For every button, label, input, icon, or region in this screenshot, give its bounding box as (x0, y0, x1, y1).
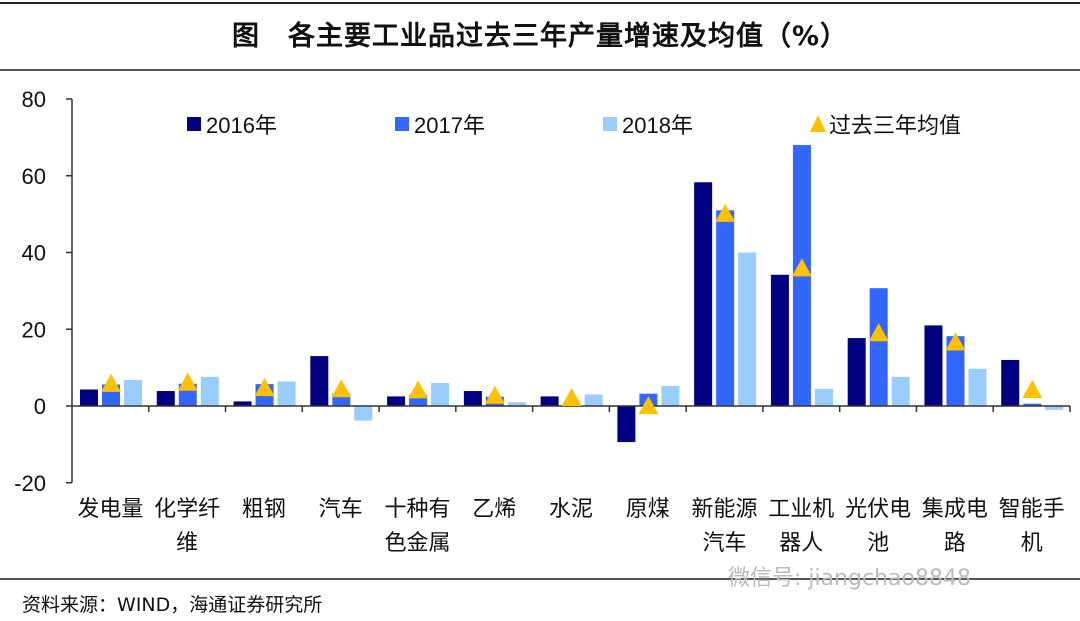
watermark: 微信号: jiangchao8848 (728, 566, 971, 591)
legend-label: 2016年 (206, 113, 277, 138)
bar-2016年 (463, 391, 482, 406)
legend-swatch (187, 117, 201, 131)
x-category-label: 乙烯 (472, 496, 516, 521)
y-tick-label: -20 (14, 471, 46, 496)
source-note: 资料来源：WIND，海通证券研究所 (22, 594, 323, 616)
bar-2016年 (770, 274, 789, 406)
bar-2018年 (1045, 406, 1064, 410)
mean-marker (101, 373, 121, 392)
x-category-label: 原煤 (626, 496, 670, 521)
x-category-label: 化学纤维 (154, 496, 220, 555)
title-rule (0, 69, 1080, 71)
y-tick-label: 0 (34, 394, 46, 419)
y-tick-label: 80 (22, 87, 46, 112)
bar-2016年 (80, 389, 98, 406)
x-category-label: 光伏电池 (845, 496, 911, 555)
mean-marker (484, 385, 505, 404)
legend-label: 2018年 (622, 113, 693, 138)
bar-2018年 (507, 402, 526, 406)
chart-title: 图 各主要工业品过去三年产量增速及均值（%） (231, 21, 849, 52)
bar-2017年 (869, 288, 888, 406)
mean-marker (868, 323, 889, 342)
bar-2018年 (354, 406, 373, 421)
mean-marker (254, 378, 275, 397)
bar-2018年 (814, 388, 833, 406)
footer-rule (0, 578, 1080, 580)
bar-2017年 (716, 210, 735, 406)
mean-marker (791, 258, 812, 277)
mean-marker (561, 388, 582, 407)
bar-2017年 (1023, 403, 1042, 406)
top-rule (0, 2, 1080, 4)
bar-2018年 (584, 394, 603, 406)
bar-2016年 (617, 406, 636, 443)
bar-2018年 (124, 379, 142, 406)
x-category-label: 发电量 (77, 496, 143, 521)
bar-2016年 (694, 182, 713, 406)
bar-2017年 (946, 336, 965, 406)
mean-marker (945, 332, 966, 351)
x-category-label: 智能手机 (999, 496, 1065, 555)
bar-2016年 (233, 401, 252, 406)
mean-marker (1022, 380, 1043, 399)
legend-label: 过去三年均值 (829, 113, 961, 138)
bar-2016年 (310, 356, 329, 406)
mean-marker (638, 396, 659, 415)
y-tick-label: 20 (22, 317, 46, 342)
bar-2018年 (200, 376, 219, 406)
bar-2017年 (409, 394, 428, 406)
y-tick-label: 40 (22, 241, 46, 266)
legend-marker (810, 115, 826, 132)
bar-2016年 (156, 391, 175, 406)
x-category-label: 集成电路 (922, 496, 988, 555)
x-category-label: 新能源汽车 (692, 496, 758, 555)
bar-2016年 (924, 325, 943, 406)
y-tick-label: 60 (22, 164, 46, 189)
bar-2018年 (738, 252, 757, 406)
bar-2018年 (661, 386, 680, 406)
x-category-label: 十种有色金属 (384, 496, 450, 555)
bar-2016年 (540, 396, 559, 406)
bar-2018年 (277, 381, 296, 406)
bar-2016年 (847, 338, 866, 406)
x-category-label: 工业机器人 (768, 496, 834, 555)
bar-2016年 (1001, 359, 1020, 406)
legend-label: 2017年 (414, 113, 485, 138)
mean-marker (715, 203, 736, 222)
bar-2018年 (891, 376, 910, 406)
mean-marker (331, 379, 352, 398)
x-category-label: 汽车 (319, 496, 363, 521)
legend-swatch (395, 117, 409, 131)
x-category-label: 水泥 (549, 496, 593, 521)
mean-marker (408, 380, 429, 399)
legend-swatch (603, 117, 617, 131)
x-category-label: 粗钢 (242, 496, 286, 521)
bar-2016年 (387, 396, 406, 406)
bar-2018年 (968, 368, 987, 406)
mean-marker (177, 372, 198, 391)
bar-2018年 (431, 382, 450, 406)
